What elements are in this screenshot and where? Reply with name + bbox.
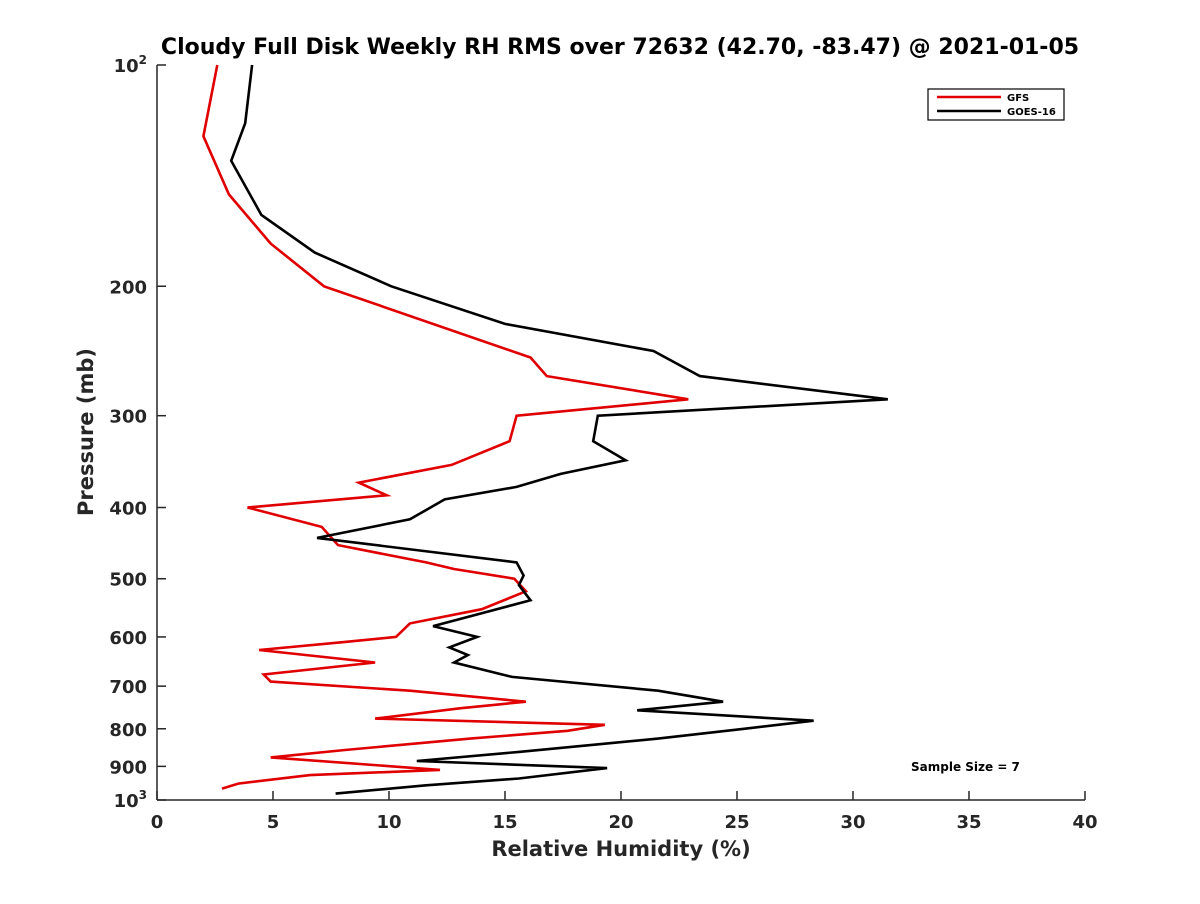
y-tick-label-base: 600 bbox=[109, 628, 147, 649]
y-tick-label: 600 bbox=[109, 628, 147, 649]
y-tick-label-base: 900 bbox=[109, 757, 147, 778]
x-ticks: 0 5 10 15 20 25 30 35 40 bbox=[151, 791, 1098, 833]
sample-size-annotation: Sample Size = 7 bbox=[911, 760, 1020, 774]
y-tick-label-base: 10 bbox=[114, 56, 139, 77]
y-tick-label: 700 bbox=[109, 677, 147, 698]
x-axis-label: Relative Humidity (%) bbox=[491, 837, 750, 861]
y-tick-label-base: 10 bbox=[114, 791, 139, 812]
x-tick-label: 30 bbox=[840, 812, 865, 833]
y-tick-label-exponent: 2 bbox=[139, 53, 147, 67]
legend-label: GFS bbox=[1007, 93, 1029, 104]
y-axis-label: Pressure (mb) bbox=[74, 348, 98, 516]
legend-entries: GFS GOES-16 bbox=[937, 93, 1056, 118]
y-tick-label: 800 bbox=[109, 720, 147, 741]
y-tick-label-base: 700 bbox=[109, 677, 147, 698]
legend: GFS GOES-16 bbox=[927, 88, 1065, 121]
chart-title: Cloudy Full Disk Weekly RH RMS over 7263… bbox=[161, 35, 1079, 60]
series-line-gfs bbox=[202, 64, 689, 790]
y-tick-label-base: 500 bbox=[109, 570, 147, 591]
x-tick-label: 25 bbox=[724, 812, 749, 833]
x-tick-label: 0 bbox=[151, 812, 164, 833]
series-line-goes-16 bbox=[229, 64, 888, 795]
y-tick-label: 103 bbox=[114, 788, 147, 812]
y-tick-label: 200 bbox=[109, 277, 147, 298]
y-tick-label-base: 200 bbox=[109, 277, 147, 298]
plot-background bbox=[157, 65, 1085, 800]
legend-label: GOES-16 bbox=[1007, 107, 1056, 118]
x-tick-label: 15 bbox=[492, 812, 517, 833]
y-tick-label: 900 bbox=[109, 757, 147, 778]
y-tick-label-exponent: 3 bbox=[139, 788, 147, 802]
legend-box bbox=[927, 88, 1065, 121]
y-tick-label-base: 300 bbox=[109, 407, 147, 428]
x-tick-label: 5 bbox=[267, 812, 280, 833]
x-tick-label: 10 bbox=[376, 812, 401, 833]
y-tick-label: 500 bbox=[109, 570, 147, 591]
plot-area bbox=[156, 65, 1085, 801]
y-tick-label-base: 800 bbox=[109, 720, 147, 741]
y-tick-label: 300 bbox=[109, 407, 147, 428]
x-tick-label: 20 bbox=[608, 812, 633, 833]
series-group bbox=[202, 64, 888, 795]
y-tick-label: 400 bbox=[109, 499, 147, 520]
y-tick-label-base: 400 bbox=[109, 499, 147, 520]
x-tick-label: 35 bbox=[956, 812, 981, 833]
x-tick-label: 40 bbox=[1072, 812, 1097, 833]
y-tick-label: 102 bbox=[114, 53, 147, 77]
